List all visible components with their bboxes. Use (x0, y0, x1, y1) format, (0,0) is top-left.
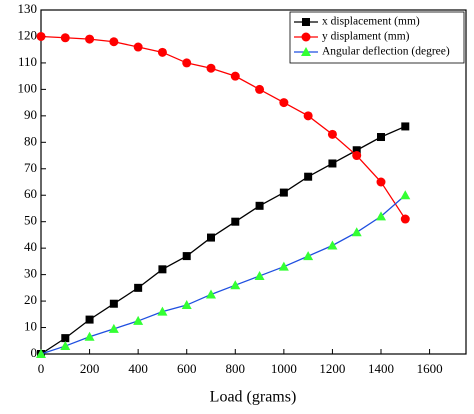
marker (85, 34, 95, 44)
marker (255, 201, 264, 210)
marker (109, 37, 119, 47)
marker (61, 334, 70, 343)
legend: x displacement (mm) y displament (mm) Angu… (289, 11, 465, 64)
marker (351, 227, 362, 237)
x-axis-label: Load (grams) (210, 389, 297, 406)
legend-label: x displacement (mm) (322, 16, 420, 28)
marker (231, 217, 240, 226)
x-tick-label: 1400 (368, 361, 394, 376)
marker (255, 84, 265, 94)
marker (376, 177, 386, 187)
marker (133, 315, 144, 325)
marker (303, 251, 314, 261)
y-tick-label: 100 (18, 80, 38, 95)
marker (400, 190, 411, 200)
marker (207, 233, 215, 242)
plot-frame (40, 9, 467, 355)
series-line (40, 35, 406, 220)
series-line (40, 194, 406, 355)
marker (182, 252, 191, 261)
y-tick-label: 50 (24, 213, 37, 228)
series-line (40, 125, 406, 355)
marker (206, 63, 216, 73)
marker (60, 33, 70, 43)
x-tick-label: 400 (128, 361, 148, 376)
marker (157, 306, 168, 316)
marker (327, 240, 338, 250)
marker (352, 151, 362, 161)
marker (352, 146, 361, 155)
marker (60, 341, 71, 351)
x-tick-label: 1000 (271, 361, 297, 376)
x-tick-label: 600 (177, 361, 197, 376)
marker (134, 283, 143, 292)
legend-box (289, 11, 465, 64)
y-tick-label: 90 (24, 107, 37, 122)
marker (109, 299, 118, 308)
y-tick-label: 20 (24, 292, 37, 307)
x-tick-label: 1200 (319, 361, 345, 376)
y-tick-label: 60 (24, 186, 37, 201)
marker (301, 32, 311, 42)
marker (230, 280, 241, 290)
y-tick-label: 40 (24, 239, 37, 254)
y-tick-label: 80 (24, 133, 37, 148)
y-tick-label: 30 (24, 266, 37, 281)
y-tick-label: 110 (18, 54, 37, 69)
marker (182, 58, 192, 68)
y-tick-label: 130 (18, 1, 38, 16)
marker (328, 159, 337, 168)
marker (206, 289, 216, 299)
marker (133, 42, 143, 52)
marker (327, 129, 337, 139)
x-tick-label: 1600 (417, 361, 443, 376)
marker (376, 211, 386, 221)
marker (181, 300, 192, 310)
marker (279, 98, 289, 108)
y-tick-label: 70 (24, 160, 37, 175)
y-tick-label: 10 (24, 319, 37, 334)
marker (36, 31, 46, 41)
marker (278, 261, 289, 271)
marker (157, 47, 167, 57)
marker (400, 214, 410, 224)
marker (108, 323, 119, 333)
marker (230, 71, 240, 81)
x-tick-label: 200 (80, 361, 100, 376)
x-tick-label: 0 (38, 361, 45, 376)
marker (85, 315, 94, 324)
marker (377, 133, 385, 142)
y-tick-label: 120 (18, 27, 38, 42)
marker (254, 270, 265, 280)
marker (301, 47, 311, 56)
marker (84, 331, 95, 341)
y-tick-label: 0 (31, 345, 38, 360)
marker (158, 265, 167, 274)
marker (36, 349, 46, 358)
marker (401, 122, 410, 131)
x-tick-label: 800 (226, 361, 246, 376)
marker (302, 18, 310, 26)
legend-label: y displament (mm) (322, 31, 410, 43)
marker (304, 172, 313, 181)
marker (279, 188, 288, 197)
marker (303, 111, 313, 121)
legend-label: Angular deflection (degree) (322, 46, 450, 58)
